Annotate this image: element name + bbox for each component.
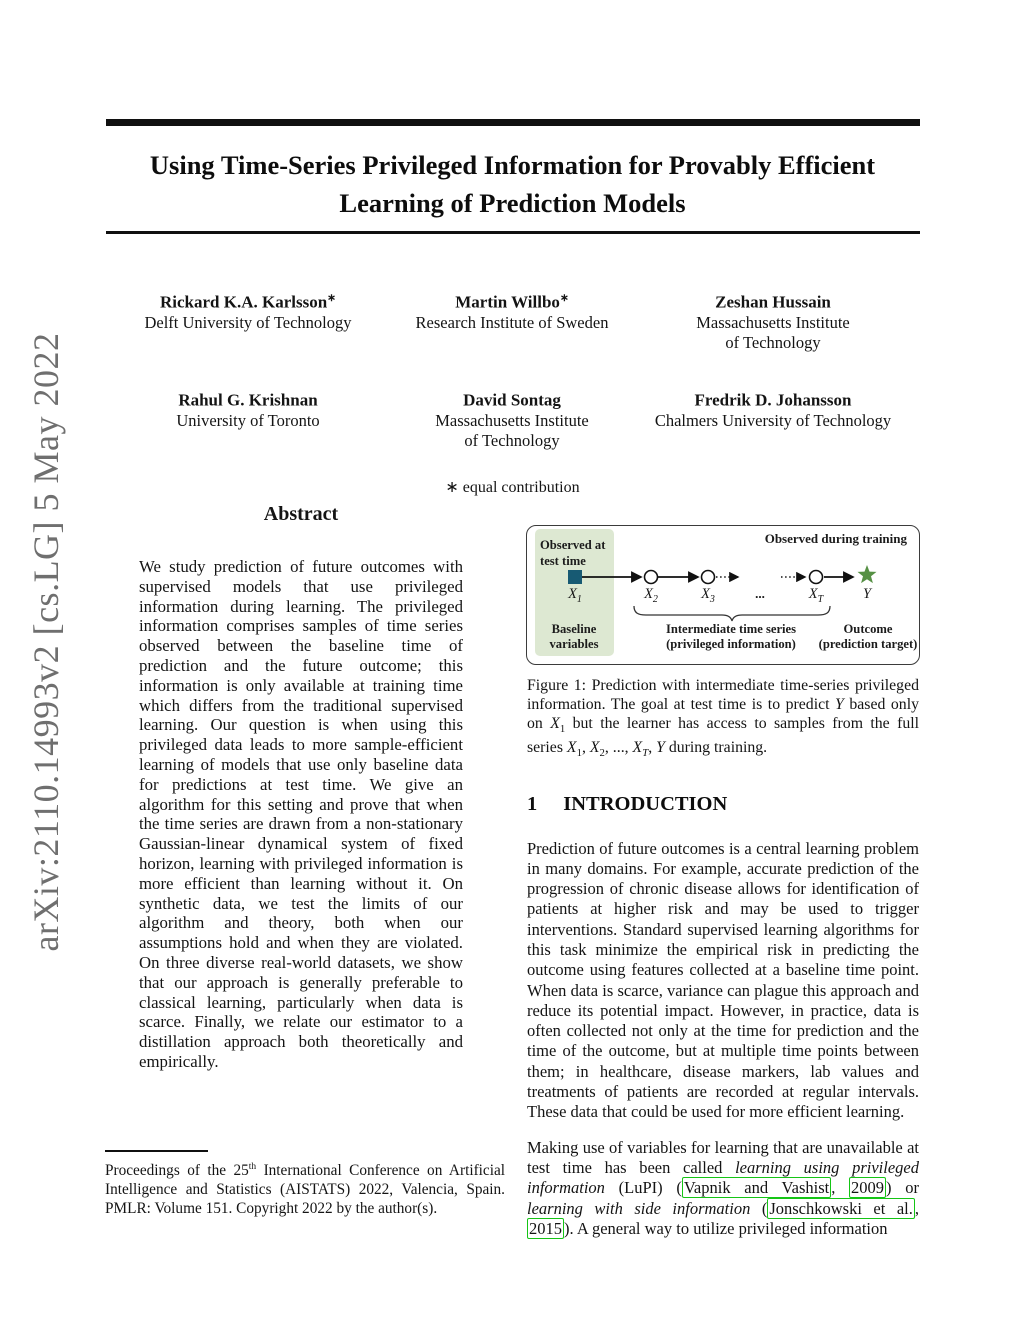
- baseline-variables-label: Baseline variables: [549, 622, 599, 651]
- abstract-text: We study prediction of future outcomes w…: [139, 557, 463, 1071]
- title-bottom-rule: [106, 231, 920, 234]
- brace: [633, 605, 831, 622]
- observed-test-label: Observed at test time: [540, 538, 606, 568]
- label-x3: X3: [701, 586, 715, 605]
- author-name: Fredrik D. Johansson: [694, 390, 852, 410]
- equal-contribution-note: ∗ equal contribution: [445, 479, 580, 496]
- label-xT: XT: [808, 586, 824, 605]
- author-affiliation: Delft University of Technology: [144, 312, 352, 332]
- outcome-label: Outcome (prediction target): [818, 622, 918, 651]
- author-johansson: Fredrik D. Johansson Chalmers University…: [655, 386, 891, 431]
- citation-link[interactable]: 2015: [527, 1217, 564, 1239]
- left-column: Abstract We study prediction of future o…: [105, 503, 497, 1072]
- footnote-rule: [105, 1150, 208, 1152]
- author-krishnan: Rahul G. Krishnan University of Toronto: [176, 386, 319, 431]
- label-dots: ...: [755, 586, 765, 601]
- observed-training-label: Observed during training: [764, 531, 907, 546]
- author-affiliation: University of Toronto: [176, 410, 320, 430]
- node-x3: [700, 569, 716, 585]
- intermediate-series-label: Intermediate time series (privileged inf…: [665, 622, 797, 651]
- author-affiliation: Chalmers University of Technology: [654, 410, 892, 430]
- timeseries-diagram: [568, 565, 877, 622]
- baseline-square-node: [568, 570, 582, 584]
- right-column: Figure 1: Prediction with intermediate t…: [527, 677, 919, 1239]
- citation-link[interactable]: Jonschkowski et al.: [767, 1197, 915, 1219]
- section-number: 1: [527, 792, 538, 815]
- author-affiliation: Research Institute of Sweden: [415, 312, 609, 332]
- node-xT: [808, 569, 824, 585]
- author-affiliation: Massachusetts Institute: [435, 410, 589, 430]
- label-y: Y: [862, 586, 872, 602]
- author-name: Martin Willbo∗: [455, 292, 569, 312]
- intro-paragraph-2: Making use of variables for learning tha…: [527, 1137, 919, 1239]
- author-name: David Sontag: [463, 390, 561, 410]
- author-karlsson: Rickard K.A. Karlsson∗ Delft University …: [144, 288, 351, 333]
- arxiv-watermark: arXiv:2110.14993v2 [cs.LG] 5 May 2022: [26, 332, 66, 952]
- citation-link[interactable]: Vapnik and Vashist: [681, 1177, 832, 1199]
- label-x2: X2: [644, 586, 658, 605]
- node-x2: [643, 569, 659, 585]
- outcome-star-node: [857, 565, 877, 584]
- author-affiliation: of Technology: [725, 332, 821, 352]
- conference-footnote: Proceedings of the 25th International Co…: [105, 1162, 505, 1217]
- author-name: Rickard K.A. Karlsson∗: [159, 292, 337, 312]
- figure1: Observed at test time Observed during tr…: [526, 525, 920, 665]
- section-title: INTRODUCTION: [563, 792, 728, 815]
- author-name: Rahul G. Krishnan: [178, 390, 318, 410]
- citation-link[interactable]: 2009: [849, 1177, 887, 1199]
- paper-title-line1: Using Time-Series Privileged Information…: [149, 150, 876, 180]
- author-affiliation: Massachusetts Institute: [696, 312, 850, 332]
- figure1-caption: Figure 1: Prediction with intermediate t…: [527, 677, 920, 759]
- section-heading-introduction: 1 INTRODUCTION: [527, 793, 919, 816]
- abstract-heading: Abstract: [263, 503, 339, 525]
- author-sontag: David Sontag Massachusetts Institute of …: [435, 386, 589, 451]
- paper-title: Using Time-Series Privileged Information…: [105, 147, 920, 222]
- author-willbo: Martin Willbo∗ Research Institute of Swe…: [416, 288, 609, 333]
- author-hussain: Zeshan Hussain Massachusetts Institute o…: [696, 288, 850, 353]
- paper-title-line2: Learning of Prediction Models: [339, 187, 686, 218]
- top-rule: [106, 119, 920, 126]
- author-name: Zeshan Hussain: [715, 292, 831, 312]
- intro-paragraph-1: Prediction of future outcomes is a centr…: [527, 838, 919, 1122]
- observed-test-panel: [535, 529, 614, 656]
- author-affiliation: of Technology: [464, 430, 560, 450]
- label-x1: X1: [568, 586, 582, 605]
